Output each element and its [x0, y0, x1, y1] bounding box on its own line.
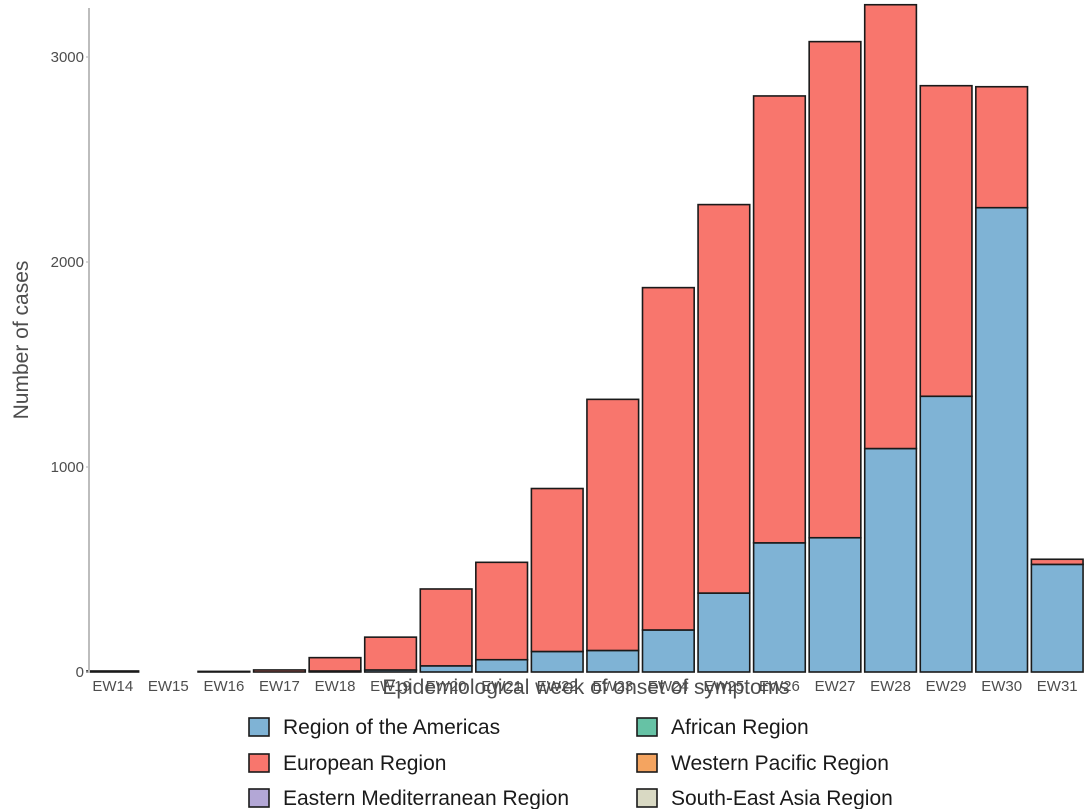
x-tick-label: EW29 [926, 678, 967, 695]
bar-ew29-series-1 [919, 84, 973, 398]
bar-ew14-series-1 [86, 670, 140, 673]
bar-ew26-series-0 [752, 542, 807, 673]
bar-ew21-series-1 [475, 561, 529, 661]
legend-swatch [248, 717, 270, 737]
legend-label: European Region [283, 752, 446, 775]
y-tick-label: 0 [76, 664, 84, 681]
x-tick-label: EW24 [648, 678, 689, 695]
legend-label: Eastern Mediterranean Region [283, 787, 569, 809]
bar-ew19-series-1 [363, 636, 418, 671]
legend-label: African Region [671, 716, 809, 739]
bar-ew29-series-0 [919, 395, 973, 673]
legend-swatch [248, 753, 270, 773]
x-tick-label: EW17 [259, 678, 300, 695]
legend-label: Region of the Americas [283, 716, 500, 739]
x-tick-label: EW21 [481, 678, 522, 695]
bar-ew24-series-1 [641, 286, 695, 631]
legend-label: Western Pacific Region [671, 752, 889, 775]
x-axis-ticks: EW14 EW15 EW16 EW17 EW18 EW19 EW20 EW21 EW22 EW23… [92, 678, 1077, 695]
bar-ew30-series-1 [975, 85, 1029, 209]
bar-ew27-series-1 [808, 40, 862, 539]
legend-swatch [636, 788, 658, 808]
bar-ew31-series-0 [1030, 563, 1084, 673]
bar-ew20-series-0 [419, 665, 473, 673]
y-axis-ticks: 0 1000 2000 3000 [51, 49, 89, 681]
y-tick-label: 2000 [51, 254, 84, 271]
x-tick-label: EW15 [148, 678, 189, 695]
x-tick-label: EW19 [370, 678, 411, 695]
legend-label: South-East Asia Region [671, 787, 893, 809]
bar-ew25-series-1 [697, 203, 751, 594]
bar-ew18-series-1 [308, 656, 362, 672]
legend-swatch [248, 788, 270, 808]
bar-ew28-series-0 [863, 447, 918, 673]
bar-ew17-series-1 [252, 669, 307, 673]
y-tick-label: 1000 [51, 459, 84, 476]
x-axis-title: Epidemiological week of onset of symptom… [382, 676, 789, 699]
x-tick-label: EW22 [537, 678, 578, 695]
x-tick-label: EW14 [92, 678, 133, 695]
x-tick-label: EW20 [426, 678, 467, 695]
bar-ew21-series-0 [475, 658, 529, 673]
bar-ew28-series-1 [863, 3, 918, 450]
legend-swatch [636, 717, 658, 737]
bar-ew27-series-0 [808, 536, 862, 673]
bar-ew30-series-0 [975, 206, 1029, 673]
bars-group [86, 3, 1084, 673]
x-tick-label: EW27 [815, 678, 856, 695]
y-tick-label: 3000 [51, 49, 84, 66]
x-tick-label: EW30 [981, 678, 1022, 695]
bar-ew20-series-1 [419, 588, 473, 667]
bar-ew23-series-1 [586, 398, 640, 652]
x-tick-label: EW31 [1037, 678, 1078, 695]
x-tick-label: EW26 [759, 678, 800, 695]
x-tick-label: EW23 [592, 678, 633, 695]
bar-ew24-series-0 [641, 629, 695, 673]
y-axis-title: Number of cases [10, 261, 33, 420]
x-tick-label: EW18 [315, 678, 356, 695]
bar-ew26-series-1 [752, 95, 807, 544]
bar-ew25-series-0 [697, 592, 751, 673]
legend: Region of the Americas African Region Euro… [248, 716, 893, 809]
bar-ew16-series-1 [197, 670, 251, 673]
bar-ew31-series-1 [1030, 558, 1084, 566]
x-tick-label: EW28 [870, 678, 911, 695]
legend-swatch [636, 753, 658, 773]
bar-ew22-series-0 [530, 650, 584, 673]
x-tick-label: EW16 [203, 678, 244, 695]
x-tick-label: EW25 [703, 678, 744, 695]
bar-ew23-series-0 [586, 649, 640, 673]
bar-ew22-series-1 [530, 487, 584, 653]
